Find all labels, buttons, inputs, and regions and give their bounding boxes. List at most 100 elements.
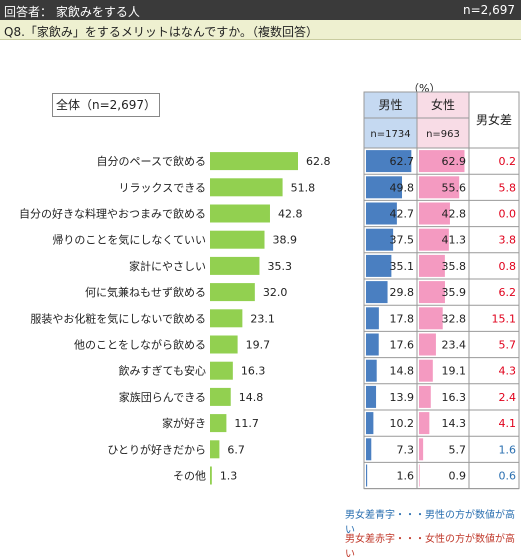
total-label: 全体（n=2,697） [52, 93, 160, 117]
male-value: 42.7 [390, 208, 415, 221]
female-bar [419, 359, 433, 382]
total-bar [210, 335, 238, 354]
male-value: 49.8 [390, 181, 415, 194]
total-bar [210, 387, 231, 406]
male-bar [366, 307, 379, 330]
female-bar [419, 333, 436, 356]
female-bar [419, 202, 450, 225]
category-label: 他のことをしながら飲める [74, 338, 206, 352]
category-label: 自分の好きな料理やおつまみで飲める [19, 207, 206, 221]
total-value: 62.8 [306, 155, 331, 168]
male-bar [366, 150, 412, 173]
male-bar [366, 385, 377, 408]
female-header-bg [417, 92, 469, 148]
diff-value: 0.2 [499, 155, 517, 168]
total-bar [210, 152, 298, 171]
female-bar [419, 438, 424, 461]
female-value: 55.6 [442, 181, 467, 194]
male-value: 1.6 [397, 470, 415, 483]
male-bar [366, 333, 379, 356]
respondent-bar: 回答者： 家飲みをする人 n=2,697 [0, 0, 521, 20]
female-bar [419, 412, 430, 435]
male-n: n=1734 [370, 129, 410, 140]
diff-value: 0.8 [499, 260, 517, 273]
male-value: 37.5 [390, 234, 415, 247]
female-header: 女性 [431, 97, 455, 112]
female-value: 42.8 [442, 208, 467, 221]
female-value: 0.9 [449, 470, 467, 483]
total-value: 11.7 [234, 417, 259, 430]
male-bar [366, 464, 368, 487]
total-bar [210, 440, 220, 459]
legend-blue-note: 男女差青字・・・男性の方が数値が高い [345, 510, 515, 536]
total-value: 16.3 [241, 365, 266, 378]
female-bar [419, 385, 431, 408]
total-value: 51.8 [291, 181, 316, 194]
question-text: Q8.「家飲み」をするメリットはなんですか。（複数回答） [4, 25, 319, 39]
category-label: 服装やお化粧を気にしないで飲める [30, 311, 206, 325]
male-bar [366, 176, 403, 199]
diff-value: 0.6 [499, 470, 517, 483]
male-value: 17.8 [390, 312, 415, 325]
male-value: 10.2 [390, 417, 415, 430]
diff-value: 4.1 [499, 417, 517, 430]
total-value: 14.8 [239, 391, 264, 404]
total-bar [210, 230, 265, 249]
diff-header: 男女差 [476, 112, 512, 127]
female-value: 19.1 [442, 365, 467, 378]
female-value: 35.9 [442, 286, 467, 299]
category-label: ひとりが好きだから [107, 442, 206, 456]
total-value: 23.1 [250, 312, 275, 325]
total-value: 42.8 [278, 208, 303, 221]
male-value: 13.9 [390, 391, 415, 404]
category-label: 家計にやさしい [129, 259, 206, 273]
male-header: 男性 [378, 98, 402, 112]
female-bar [419, 228, 449, 251]
category-label: 自分のペースで飲める [97, 154, 206, 168]
diff-value: 1.6 [499, 443, 517, 456]
male-value: 62.7 [390, 155, 415, 168]
total-value: 1.3 [220, 470, 238, 483]
total-value: 35.3 [267, 260, 292, 273]
female-value: 23.4 [442, 339, 467, 352]
male-value: 35.1 [390, 260, 415, 273]
female-bar [419, 281, 445, 304]
female-bar [419, 254, 445, 277]
male-bar [366, 359, 377, 382]
category-label: その他 [173, 470, 206, 483]
male-bar [366, 438, 372, 461]
question-bar: Q8.「家飲み」をするメリットはなんですか。（複数回答） [0, 20, 521, 40]
diff-value: 6.2 [499, 286, 517, 299]
male-bar [366, 281, 388, 304]
male-value: 29.8 [390, 286, 415, 299]
female-bar [419, 150, 465, 173]
respondent-label: 回答者： 家飲みをする人 [4, 5, 140, 19]
sample-size: n=2,697 [462, 3, 515, 17]
total-bar [210, 309, 243, 328]
category-label: 飲みすぎても安心 [119, 364, 206, 378]
total-value: 38.9 [273, 234, 298, 247]
male-value: 17.6 [390, 339, 415, 352]
total-bar [210, 283, 255, 302]
category-label: 家が好き [162, 416, 206, 430]
female-value: 16.3 [442, 391, 467, 404]
legend-red-note: 男女差赤字・・・女性の方が数値が高い [345, 534, 515, 560]
male-bar [366, 254, 392, 277]
female-value: 41.3 [442, 234, 467, 247]
female-value: 62.9 [442, 155, 467, 168]
female-value: 14.3 [442, 417, 467, 430]
total-value: 19.7 [246, 339, 271, 352]
total-value: 32.0 [263, 286, 288, 299]
male-bar [366, 228, 394, 251]
male-bar [366, 202, 397, 225]
total-bar [210, 204, 270, 223]
female-value: 32.8 [442, 312, 467, 325]
female-value: 5.7 [449, 443, 467, 456]
diff-value: 5.8 [499, 181, 517, 194]
diff-value: 3.8 [499, 234, 517, 247]
total-bar [210, 256, 260, 275]
diff-value: 0.0 [499, 208, 517, 221]
female-bar [419, 464, 420, 487]
total-bar [210, 361, 233, 380]
